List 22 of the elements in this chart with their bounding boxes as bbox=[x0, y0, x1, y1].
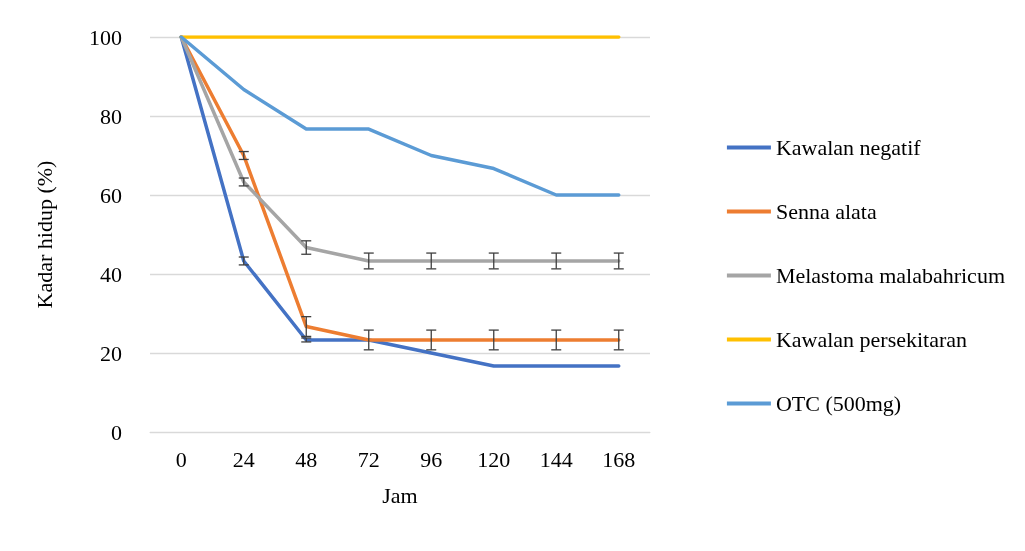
x-axis-title: Jam bbox=[382, 482, 418, 508]
legend-label: OTC (500mg) bbox=[775, 391, 902, 416]
legend-label: Kawalan negatif bbox=[775, 135, 922, 160]
legend-label: Kawalan persekitaran bbox=[775, 327, 968, 352]
x-tick-label: 96 bbox=[420, 446, 443, 472]
x-tick-label: 0 bbox=[175, 446, 187, 472]
y-tick-label: 100 bbox=[89, 24, 122, 50]
y-tick-label: 80 bbox=[100, 103, 122, 129]
line-series bbox=[179, 35, 621, 197]
x-tick-label: 72 bbox=[357, 446, 380, 472]
x-tick-label: 168 bbox=[602, 446, 636, 472]
x-tick-label: 144 bbox=[539, 446, 573, 472]
y-axis-title: Kadar hidup (%) bbox=[31, 160, 57, 309]
y-tick-label: 20 bbox=[100, 340, 122, 366]
y-tick-label: 40 bbox=[100, 261, 122, 287]
legend-label: Senna alata bbox=[775, 199, 877, 224]
x-tick-label: 48 bbox=[295, 446, 318, 472]
x-tick-label: 120 bbox=[477, 446, 511, 472]
y-tick-label: 60 bbox=[100, 182, 122, 208]
legend-label: Melastoma malabahricum bbox=[775, 263, 1006, 288]
x-tick-label: 24 bbox=[232, 446, 255, 472]
y-tick-label: 0 bbox=[111, 419, 122, 445]
